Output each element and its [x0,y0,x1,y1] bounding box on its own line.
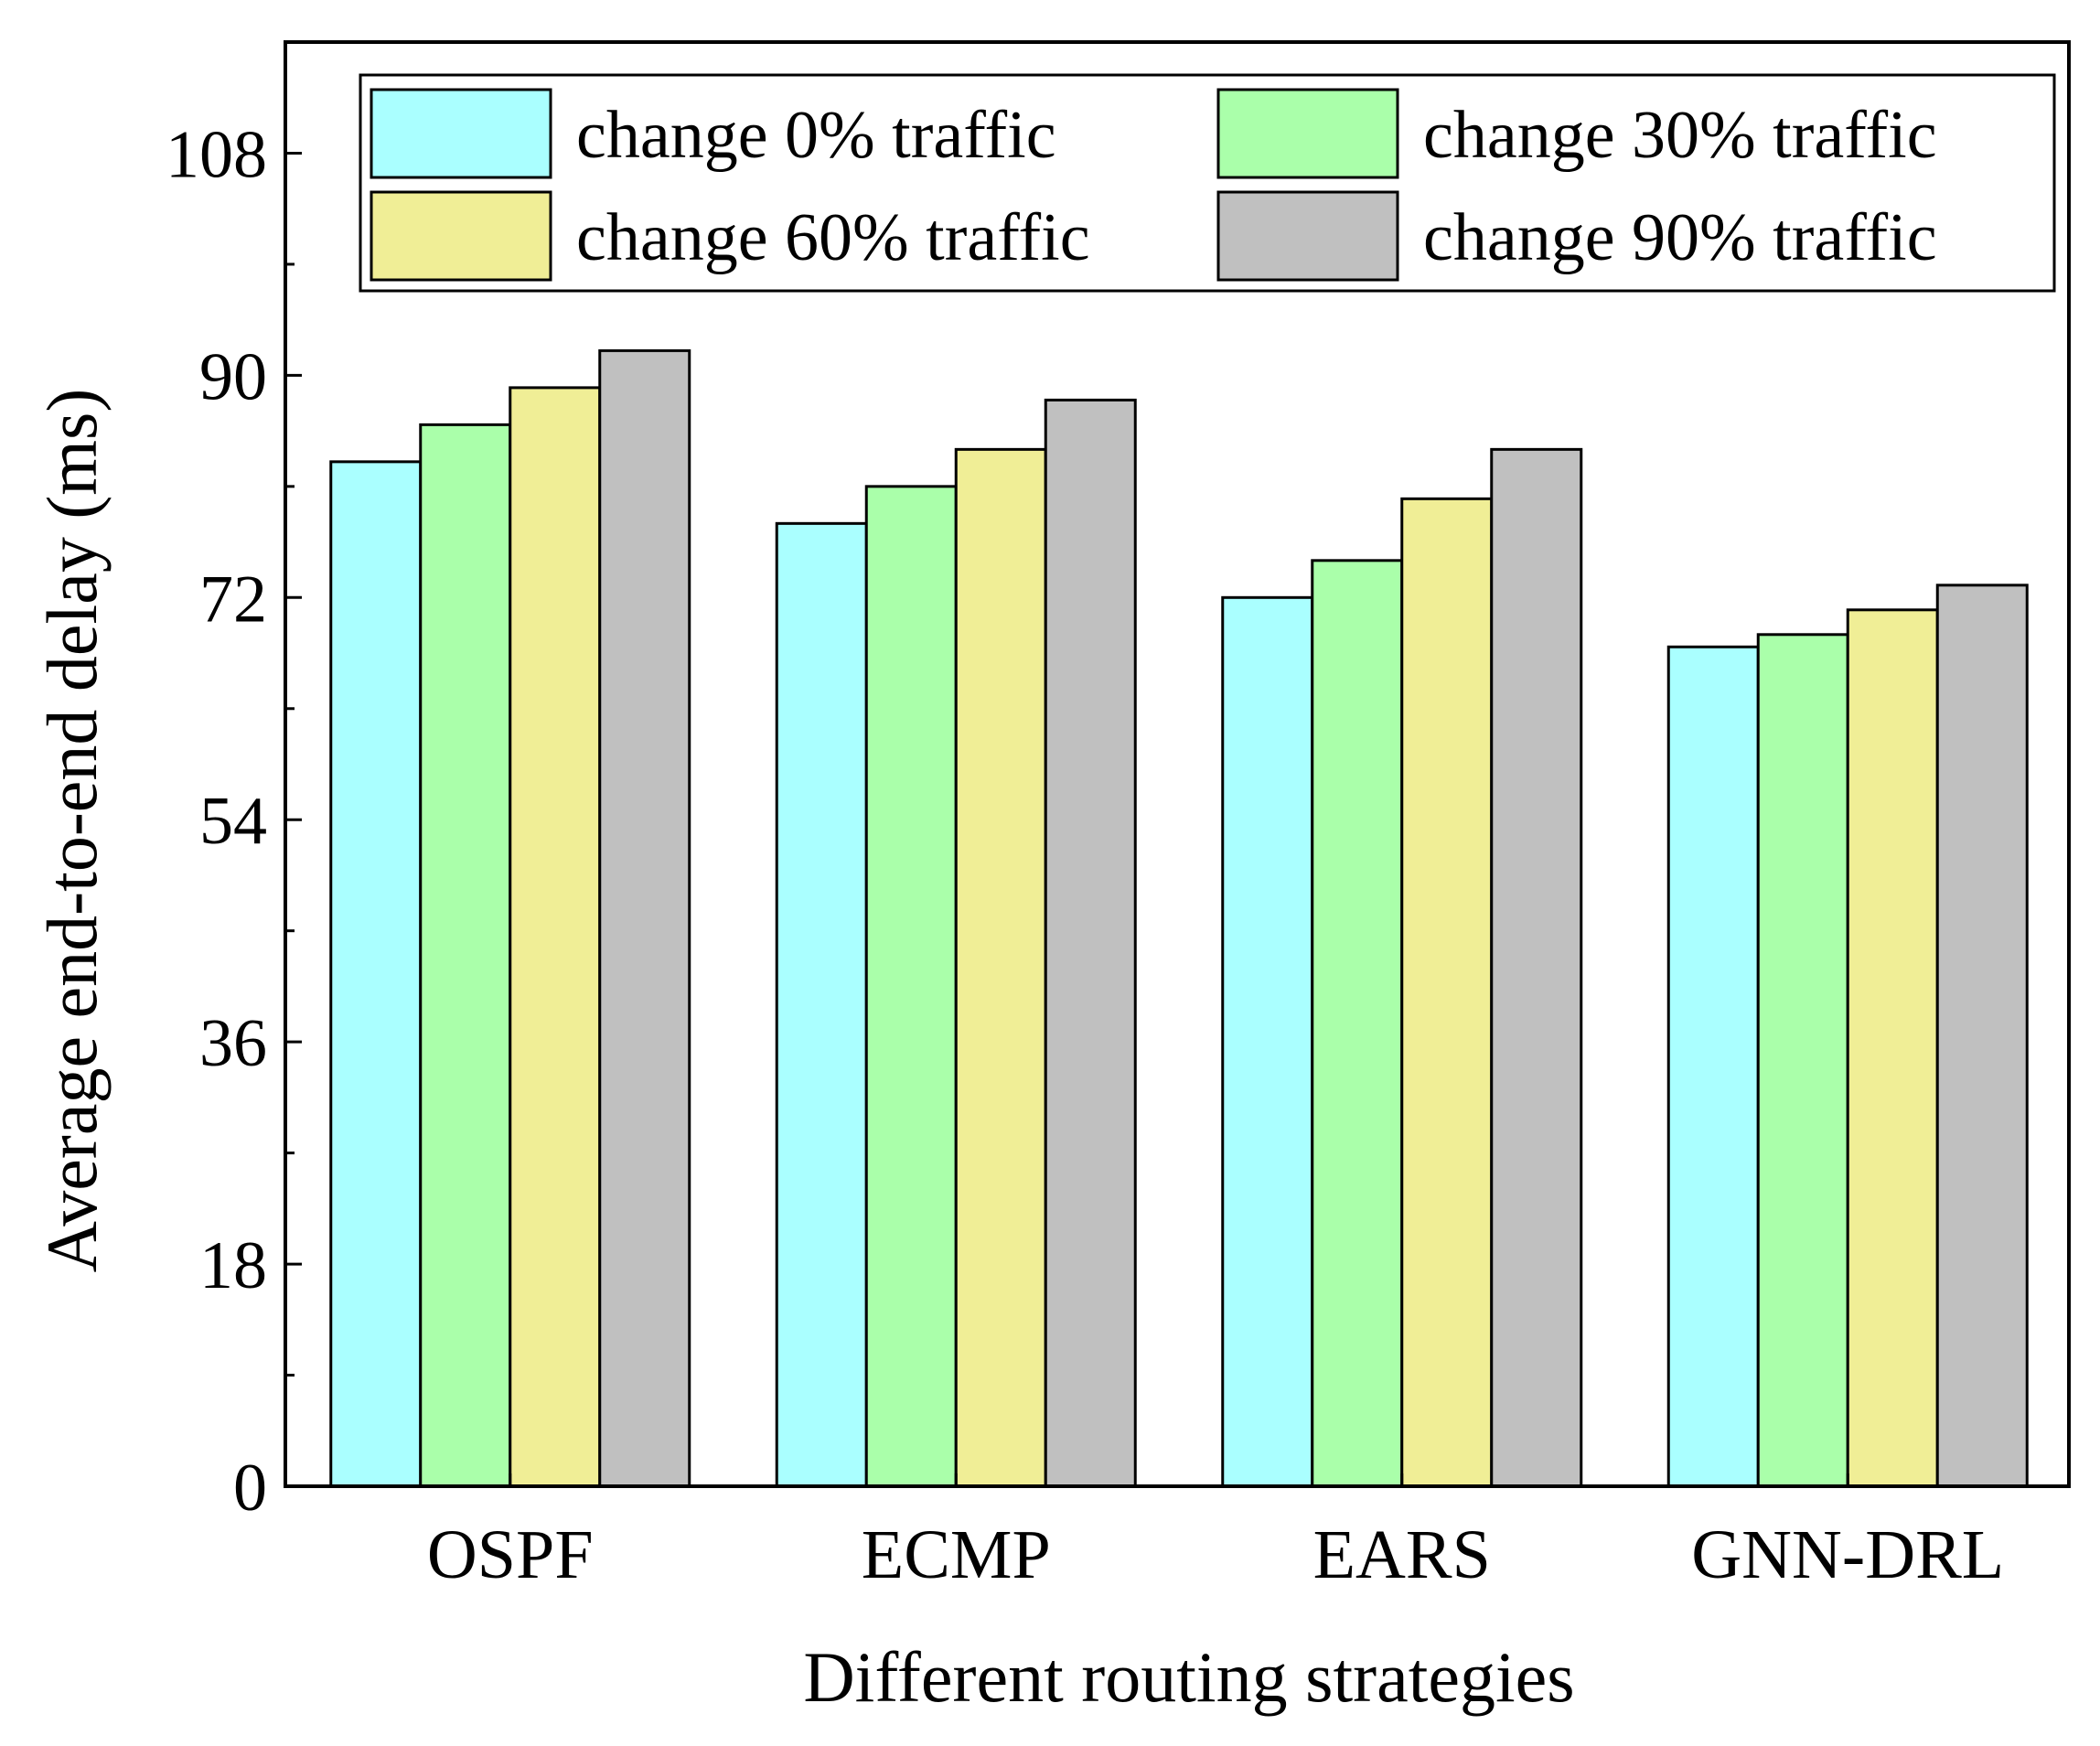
bar-ecmp-series-0 [775,521,868,1488]
legend-swatch-2 [370,190,552,282]
y-tick-label-18: 18 [199,1228,267,1303]
bar-ospf-series-1 [419,423,512,1488]
plot-frame [284,40,2071,1488]
x-tick-label-ecmp: ECMP [862,1516,1051,1593]
legend-label-2: change 60% traffic [576,200,1090,275]
legend-swatch-3 [1216,190,1399,282]
y-tick-label-90: 90 [199,339,267,414]
bar-ospf-series-2 [509,386,602,1488]
y-axis-title: Average end-to-end delay (ms) [32,389,112,1273]
bar-ears-series-2 [1400,497,1494,1488]
x-axis-title: Different routing strategies [803,1637,1574,1717]
bar-ears-series-0 [1221,595,1314,1488]
legend-label-3: change 90% traffic [1423,200,1937,275]
bar-gnn-drl-series-2 [1846,608,1939,1488]
axes-layer: OSPF ECMP EARS GNN-DRL 0 18 36 54 72 90 108 [166,40,2071,1593]
bar-ecmp-series-3 [1044,398,1137,1488]
bar-ospf-series-0 [329,460,423,1488]
legend-swatch-1 [1216,88,1399,179]
legend-box [359,73,2056,293]
legend-label-1: change 30% traffic [1423,98,1937,173]
bar-ears-series-1 [1311,559,1404,1488]
y-tick-label-36: 36 [199,1006,267,1081]
bar-ears-series-3 [1490,447,1583,1488]
bar-ecmp-series-2 [954,447,1047,1488]
legend-label-0: change 0% traffic [576,98,1056,173]
legend: change 0% traffic change 30% traffic chang… [359,73,2056,293]
bars-layer [329,348,2029,1488]
x-tick-label-ears: EARS [1313,1516,1491,1593]
y-tick-label-54: 54 [199,784,267,859]
y-tick-label-0: 0 [233,1451,267,1526]
bar-gnn-drl-series-1 [1756,633,1849,1488]
bar-gnn-drl-series-0 [1666,645,1760,1488]
x-tick-label-gnn-drl: GNN-DRL [1691,1516,2004,1593]
y-tick-label-108: 108 [166,117,267,192]
y-tick-label-72: 72 [199,562,267,637]
x-tick-label-ospf: OSPF [427,1516,594,1593]
bar-gnn-drl-series-3 [1935,584,2029,1488]
legend-swatch-0 [370,88,552,179]
bar-ecmp-series-1 [864,485,958,1488]
bar-ospf-series-3 [598,348,691,1488]
